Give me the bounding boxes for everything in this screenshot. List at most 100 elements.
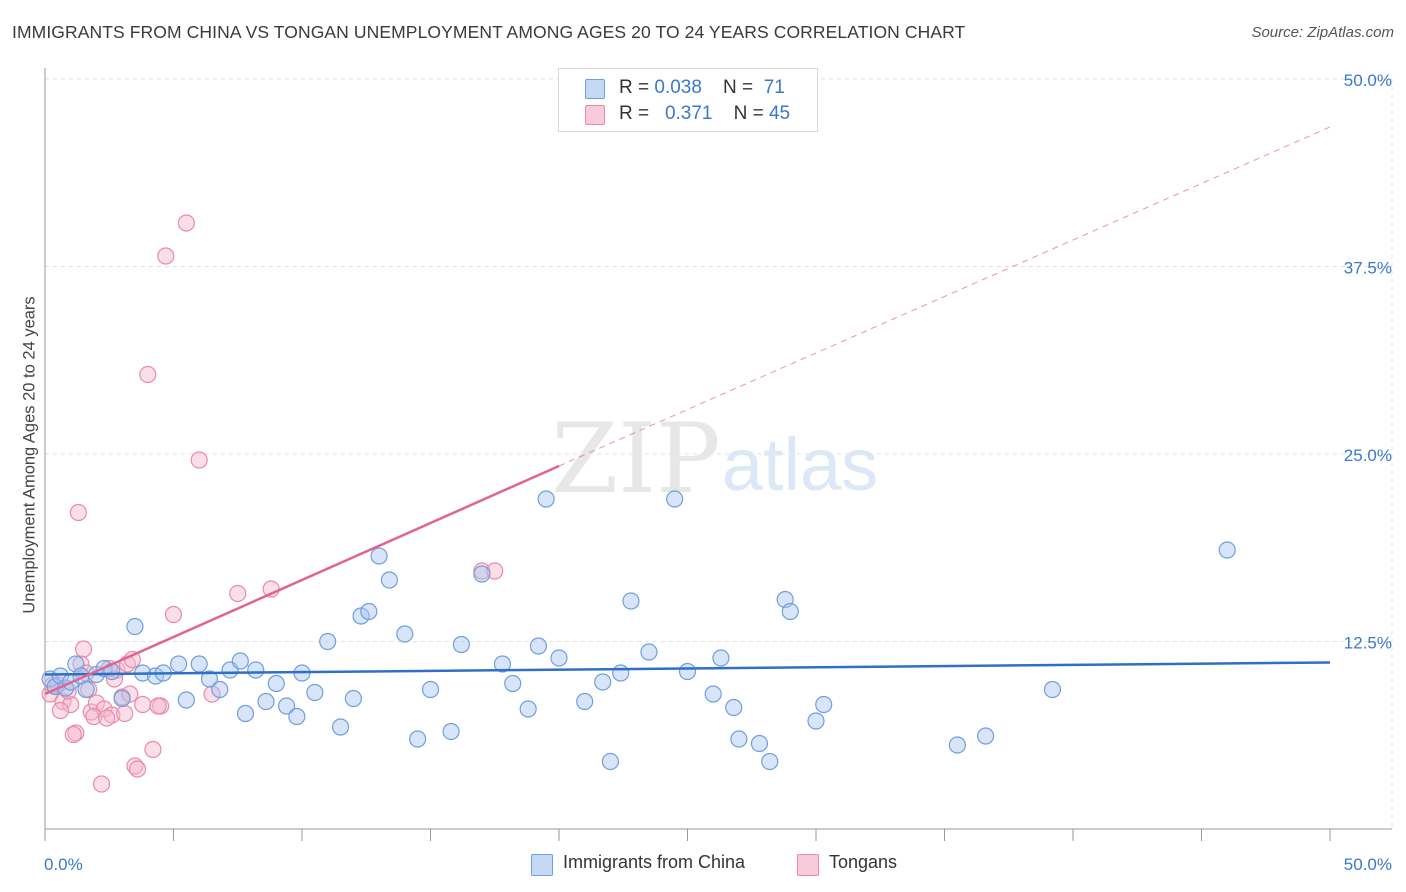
- china-point: [380, 571, 398, 589]
- tongan-point: [229, 584, 247, 603]
- china-point: [666, 490, 684, 508]
- china-point: [712, 649, 730, 667]
- tongan-point: [69, 503, 88, 522]
- china-point: [177, 691, 195, 709]
- grid-lines: [45, 78, 1393, 829]
- china-point: [473, 565, 491, 583]
- tongan-point: [128, 760, 147, 778]
- china-point: [537, 490, 555, 508]
- tongan-point: [486, 562, 504, 580]
- tongan-point: [144, 740, 162, 759]
- china-point: [331, 718, 350, 736]
- china-point: [1043, 680, 1062, 699]
- china-point: [288, 707, 306, 726]
- china-point: [442, 722, 460, 741]
- tongan-trend-extension: [558, 126, 1331, 467]
- correlation-legend: R = 0.038 N = 71 R = 0.371 N = 45: [558, 68, 818, 132]
- china-point: [421, 680, 440, 699]
- china-point: [211, 680, 229, 699]
- china-point: [452, 635, 470, 654]
- axes: [44, 68, 1392, 841]
- china-point: [678, 662, 697, 681]
- china-point: [815, 695, 833, 714]
- china-point: [200, 670, 219, 688]
- y-axis-label: Unemployment Among Ages 20 to 24 years: [20, 296, 39, 614]
- china-point: [1218, 541, 1236, 559]
- trend-lines: [44, 126, 1331, 696]
- china-point: [576, 692, 594, 711]
- y-tick-label: 12.5%: [1344, 634, 1392, 653]
- series-legend: Immigrants from China Tongans: [0, 852, 1406, 878]
- y-tick-label: 50.0%: [1344, 71, 1392, 90]
- legend-n-label-tongan: N =: [733, 103, 769, 124]
- tongan-point: [103, 706, 121, 724]
- china-point: [550, 649, 568, 667]
- legend-swatch-china: [585, 79, 605, 99]
- tongan-trend-line: [44, 464, 560, 696]
- legend-text-tongan: R = 0.371 N = 45: [619, 103, 790, 125]
- y-tick-label: 37.5%: [1344, 259, 1392, 278]
- tick-labels: 12.5% 25.0% 37.5% 50.0% 0.0% 50.0%: [44, 71, 1392, 874]
- china-point: [113, 689, 131, 708]
- tongan-point: [177, 214, 195, 232]
- tongan-point: [190, 451, 208, 469]
- tongan-point: [149, 697, 167, 715]
- tongan-point: [157, 247, 175, 265]
- tongan-point: [64, 725, 82, 744]
- china-point: [396, 625, 414, 643]
- tongan-point: [116, 704, 134, 723]
- china-point: [640, 643, 658, 661]
- china-point: [126, 617, 144, 636]
- china-point: [236, 704, 255, 723]
- china-point: [704, 685, 722, 703]
- china-point: [267, 674, 285, 693]
- tongan-point: [85, 707, 103, 726]
- watermark: ZIP atlas: [551, 403, 878, 515]
- china-point: [622, 592, 640, 610]
- tongan-point: [82, 703, 100, 721]
- china-point: [781, 602, 799, 621]
- watermark-atlas: atlas: [722, 423, 878, 506]
- china-point: [247, 661, 265, 679]
- x-tick-label: 50.0%: [1344, 855, 1392, 874]
- tongan-point: [62, 695, 80, 714]
- legend-n-value-china: 71: [763, 77, 785, 98]
- china-point: [257, 692, 275, 711]
- tongan-point: [134, 695, 152, 714]
- china-point: [977, 727, 995, 745]
- china-point: [77, 680, 95, 699]
- legend-r-value-tongan: 0.371: [664, 103, 713, 124]
- china-point: [730, 730, 748, 748]
- legend-r-value-china: 0.038: [654, 77, 702, 98]
- china-point: [370, 547, 388, 565]
- tongan-point: [139, 365, 157, 384]
- china-trend-line: [44, 661, 1331, 676]
- tongan-point: [126, 757, 144, 775]
- china-point: [948, 736, 966, 754]
- china-point: [493, 655, 512, 673]
- china-point: [519, 700, 537, 718]
- china-point: [306, 683, 324, 702]
- china-point: [612, 664, 630, 682]
- china-point: [344, 689, 362, 708]
- legend-n-value-tongan: 45: [768, 103, 791, 124]
- tongan-point: [164, 605, 183, 624]
- china-point: [360, 602, 378, 621]
- china-point: [761, 752, 779, 771]
- tongan-point: [98, 709, 116, 727]
- china-point: [725, 698, 743, 717]
- china-point: [504, 674, 522, 693]
- china-point: [190, 655, 208, 673]
- legend-text-china: R = 0.038 N = 71: [619, 77, 785, 99]
- series-legend-label-tongan: Tongans: [829, 852, 898, 872]
- legend-swatch-tongan: [585, 105, 605, 125]
- tongan-point: [92, 775, 111, 793]
- tongan-point: [74, 640, 93, 658]
- watermark-zip: ZIP: [551, 403, 720, 515]
- legend-r-label-china: R =: [619, 77, 655, 98]
- series-legend-swatch-tongan: [797, 854, 819, 876]
- china-point: [409, 730, 427, 748]
- x-tick-label: 0.0%: [44, 855, 83, 874]
- chart-title: IMMIGRANTS FROM CHINA VS TONGAN UNEMPLOY…: [12, 22, 966, 42]
